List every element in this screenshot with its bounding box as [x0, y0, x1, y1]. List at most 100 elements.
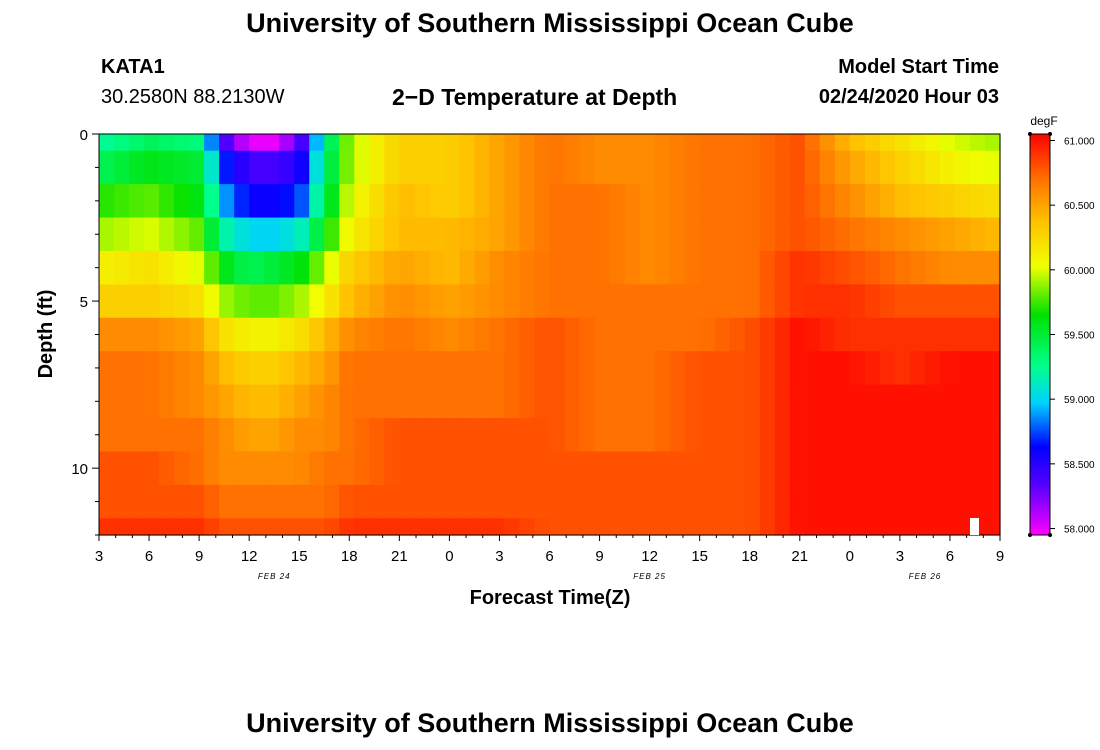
- model-start-value: 02/24/2020 Hour 03: [818, 86, 999, 108]
- heatmap-cell: [879, 484, 896, 519]
- heatmap-cell: [924, 184, 941, 219]
- heatmap-cell: [849, 484, 866, 519]
- heatmap-cell: [609, 418, 626, 453]
- heatmap-cell: [324, 518, 340, 536]
- heatmap-cell: [909, 150, 926, 185]
- heatmap-cell: [174, 451, 190, 486]
- heatmap-cell: [564, 351, 581, 386]
- heatmap-cell: [489, 384, 506, 419]
- heatmap-cell: [534, 150, 551, 185]
- heatmap-cell: [369, 150, 385, 185]
- heatmap-cell: [969, 384, 986, 419]
- heatmap-cell: [129, 284, 145, 319]
- heatmap-cell: [924, 418, 941, 453]
- heatmap-cell: [219, 284, 235, 319]
- heatmap-cell: [684, 484, 701, 519]
- heatmap-cell: [654, 150, 671, 185]
- x-tick-label: 21: [791, 548, 808, 565]
- heatmap-cell: [504, 351, 521, 386]
- heatmap-cell: [549, 418, 566, 453]
- heatmap-cell: [579, 451, 596, 486]
- heatmap-cell: [714, 150, 731, 185]
- heatmap-cell: [879, 250, 896, 285]
- heatmap-cell: [804, 317, 821, 352]
- heatmap-cell: [699, 217, 716, 252]
- heatmap-cell: [819, 351, 836, 386]
- colorbar-corner-dot: [1028, 132, 1032, 136]
- heatmap-cell: [204, 217, 220, 252]
- heatmap-cell: [489, 184, 506, 219]
- heatmap-cell: [519, 134, 536, 152]
- heatmap-cell: [354, 284, 370, 319]
- heatmap-cell: [834, 217, 851, 252]
- heatmap-cell: [954, 250, 971, 285]
- heatmap-cell: [234, 484, 250, 519]
- heatmap-cell: [819, 384, 836, 419]
- heatmap-cell: [279, 351, 295, 386]
- heatmap-cell: [129, 418, 145, 453]
- heatmap-cell: [939, 451, 956, 486]
- heatmap-cell: [609, 451, 626, 486]
- y-axis-label: Depth (ft): [35, 290, 57, 379]
- colorbar-gradient: [1030, 134, 1050, 535]
- heatmap-cell: [279, 518, 295, 536]
- heatmap-cell: [789, 317, 806, 352]
- heatmap-cell: [129, 484, 145, 519]
- heatmap-cell: [609, 134, 626, 152]
- heatmap-cell: [699, 134, 716, 152]
- heatmap-cell: [729, 451, 746, 486]
- heatmap-cell: [174, 384, 190, 419]
- heatmap-cell: [579, 250, 596, 285]
- heatmap-cell: [339, 384, 355, 419]
- heatmap-cell: [399, 484, 415, 519]
- heatmap-cell: [864, 317, 881, 352]
- heatmap-cell: [249, 217, 265, 252]
- heatmap-cell: [684, 518, 701, 536]
- heatmap-cell: [684, 317, 701, 352]
- heatmap-cell: [969, 418, 986, 453]
- heatmap-cell: [114, 484, 130, 519]
- heatmap-cell: [789, 184, 806, 219]
- station-id: KATA1: [101, 56, 165, 78]
- heatmap-cell: [414, 451, 430, 486]
- footer-title: University of Southern Mississippi Ocean…: [246, 708, 854, 738]
- heatmap-cell: [369, 250, 385, 285]
- heatmap-cell: [564, 150, 581, 185]
- heatmap-cell: [744, 518, 761, 536]
- heatmap-cell: [354, 150, 370, 185]
- heatmap-cell: [474, 451, 491, 486]
- heatmap-cell: [939, 317, 956, 352]
- heatmap-cell: [879, 284, 896, 319]
- heatmap-cell: [459, 134, 476, 152]
- heatmap-cell: [414, 384, 430, 419]
- heatmap-cell: [444, 384, 460, 419]
- heatmap-cell: [714, 451, 731, 486]
- heatmap-cell: [474, 484, 491, 519]
- colorbar-corner-dot: [1028, 533, 1032, 537]
- heatmap-cell: [744, 317, 761, 352]
- heatmap-cell: [369, 418, 385, 453]
- heatmap-cell: [294, 317, 310, 352]
- heatmap-cell: [384, 451, 400, 486]
- heatmap-cell: [249, 250, 265, 285]
- heatmap-cell: [954, 134, 971, 152]
- heatmap-cell: [429, 134, 445, 152]
- heatmap-cell: [849, 518, 866, 536]
- heatmap-cell: [804, 518, 821, 536]
- heatmap-cell: [189, 184, 205, 219]
- heatmap-cell: [924, 134, 941, 152]
- heatmap-cell: [684, 150, 701, 185]
- heatmap-cell: [399, 518, 415, 536]
- heatmap-cell: [579, 484, 596, 519]
- heatmap-cell: [459, 384, 476, 419]
- heatmap-cell: [669, 250, 686, 285]
- heatmap-cell: [804, 150, 821, 185]
- heatmap-cell: [819, 451, 836, 486]
- heatmap-cell: [639, 351, 656, 386]
- heatmap-cell: [909, 134, 926, 152]
- heatmap-cell: [894, 134, 911, 152]
- heatmap-cell: [234, 134, 250, 152]
- heatmap-cell: [429, 217, 445, 252]
- heatmap-cell: [639, 184, 656, 219]
- heatmap-cell: [669, 518, 686, 536]
